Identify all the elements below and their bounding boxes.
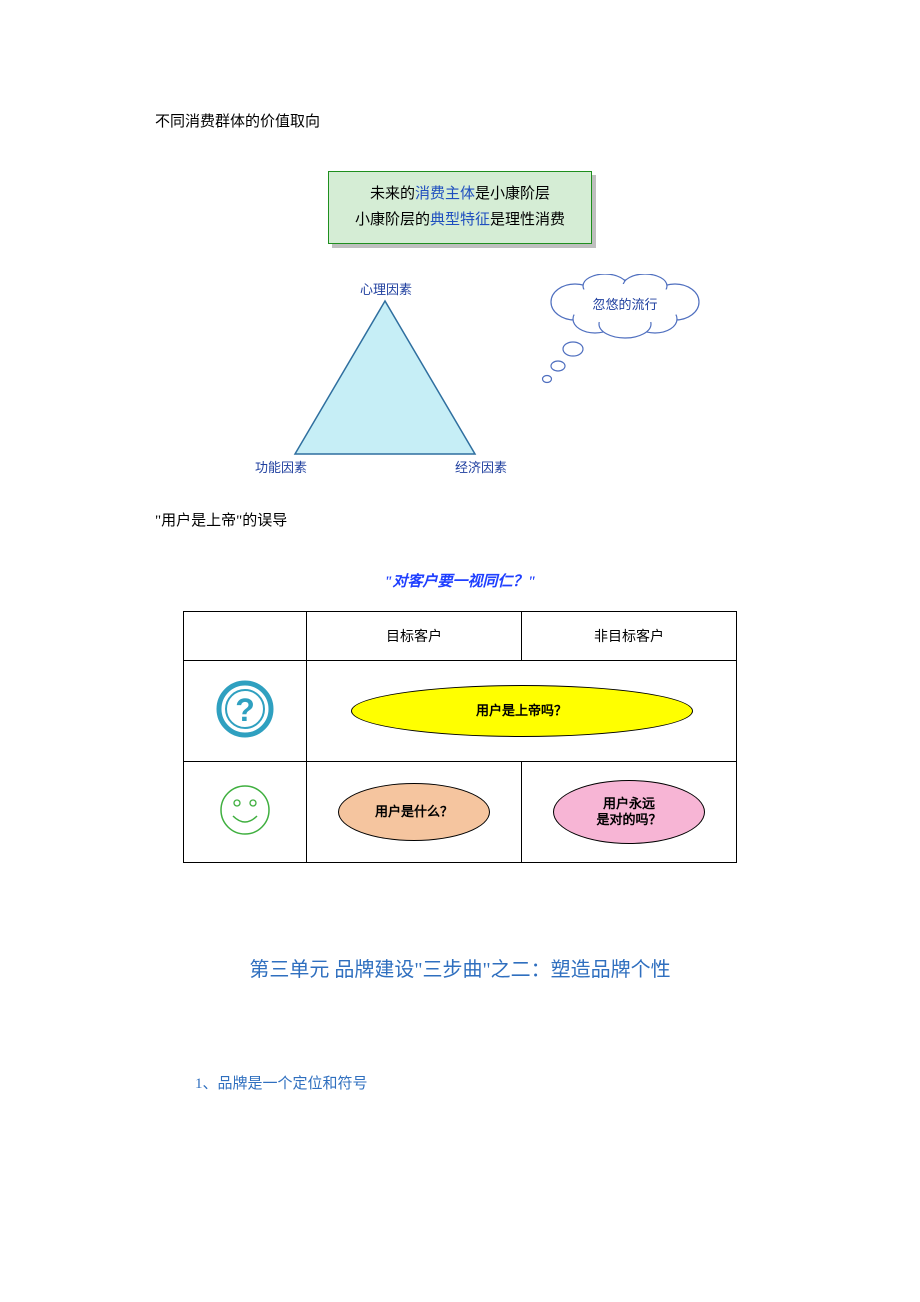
ellipse-right: 用户永远 是对的吗？ [553,780,705,844]
unit-heading: 第三单元 品牌建设"三步曲"之二：塑造品牌个性 [155,953,765,982]
section-title-2: "用户是上帝"的误导 [155,509,765,530]
green-line1-hl: 消费主体 [415,186,475,202]
thought-cloud: 忽悠的流行 [525,274,725,419]
triangle-diagram: 心理因素 功能因素 经济因素 忽悠的流行 [155,279,765,479]
sub-heading: 1、品牌是一个定位和符号 [195,1072,765,1093]
green-line2-pre: 小康阶层的 [355,212,430,228]
cell-what-ellipse: 用户是什么？ [307,762,522,863]
ellipse-god: 用户是上帝吗？ [351,685,693,737]
th-target: 目标客户 [307,612,522,661]
cell-smiley-icon [184,762,307,863]
ellipse-god-text: 用户是上帝吗？ [476,703,567,719]
cloud-icon: 忽悠的流行 [525,274,725,414]
th-nontarget: 非目标客户 [522,612,737,661]
cell-question-icon: ? [184,661,307,762]
green-line2-post: 是理性消费 [490,212,565,228]
svg-text:?: ? [235,692,255,728]
triangle-left-label: 功能因素 [255,457,307,476]
cloud-text: 忽悠的流行 [592,297,657,312]
triangle-top-label: 心理因素 [360,279,412,298]
th-blank [184,612,307,661]
green-line1-post: 是小康阶层 [475,186,550,202]
cell-god-ellipse: 用户是上帝吗？ [307,661,737,762]
green-line1-pre: 未来的 [370,186,415,202]
ellipse-what-text: 用户是什么？ [375,804,453,820]
section-title-1: 不同消费群体的价值取向 [155,110,765,131]
table-caption: "对客户要一视同仁？" [155,570,765,591]
green-callout-box: 未来的消费主体是小康阶层 小康阶层的典型特征是理性消费 [155,171,765,244]
ellipse-what: 用户是什么？ [338,783,490,841]
question-mark-icon: ? [213,677,277,741]
triangle-right-label: 经济因素 [455,457,507,476]
smiley-icon [215,780,275,840]
ellipse-right-l2: 是对的吗？ [596,812,661,828]
customer-table: 目标客户 非目标客户 ? 用户是上帝吗？ [183,611,737,863]
cell-right-ellipse: 用户永远 是对的吗？ [522,762,737,863]
ellipse-right-l1: 用户永远 [603,796,655,812]
green-line2-hl: 典型特征 [430,212,490,228]
